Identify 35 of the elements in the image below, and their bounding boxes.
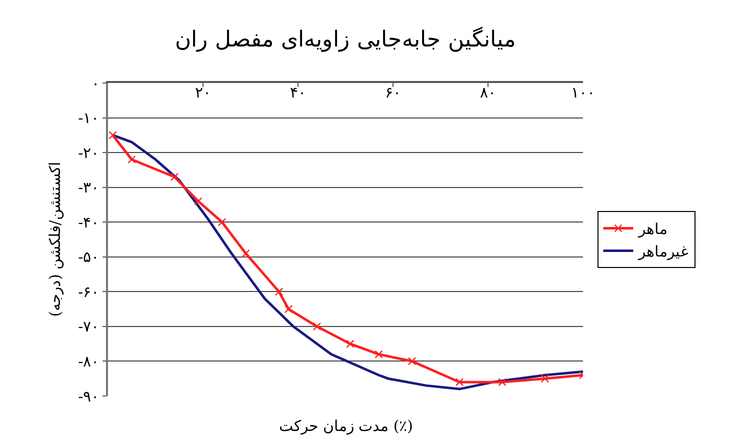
- point: [194, 197, 202, 206]
- point: [284, 304, 293, 314]
- x-axis-title: مدت زمان حرکت (٪): [279, 417, 414, 435]
- x-tick-label: ۶۰: [385, 83, 401, 102]
- x-tick-label: ۴۰: [290, 83, 306, 102]
- point: [498, 378, 506, 386]
- chart-title: میانگین جابه‌جایی زاویه‌ای مفصل ران: [175, 26, 516, 53]
- y-tick-label: -۶۰: [78, 282, 100, 301]
- y-tick-label: -۳۰: [78, 178, 100, 197]
- point: [108, 131, 117, 140]
- point: [312, 322, 322, 331]
- y-tick-label: -۲۰: [78, 144, 100, 162]
- legend-label: ماهر: [637, 220, 668, 238]
- y-tick-label: -۴۰: [78, 213, 100, 232]
- y-tick-label: ۰: [91, 74, 100, 92]
- point: [274, 288, 284, 296]
- point: [128, 155, 136, 164]
- point: [408, 357, 416, 366]
- y-axis-title: اکستنشن/فلکشن (درجه): [46, 162, 64, 317]
- y-tick-label: -۸۰: [78, 352, 100, 370]
- y-tick-label: -۷۰: [78, 318, 100, 336]
- legend-label: غیرماهر: [637, 242, 688, 261]
- point: [242, 249, 250, 258]
- y-tick-label: -۹۰: [78, 387, 100, 406]
- point: [346, 340, 354, 348]
- y-tick-label: -۱۰: [78, 109, 100, 128]
- point: [540, 374, 550, 383]
- x-tick-label: ۲۰: [195, 83, 211, 102]
- x-tick-label: ۱۰۰: [571, 83, 595, 102]
- point: [170, 172, 179, 181]
- point: [218, 218, 226, 226]
- point: [455, 378, 464, 386]
- y-tick-label: -۵۰: [78, 248, 100, 266]
- point: [374, 350, 383, 358]
- x-tick-label: ۸۰: [480, 83, 496, 102]
